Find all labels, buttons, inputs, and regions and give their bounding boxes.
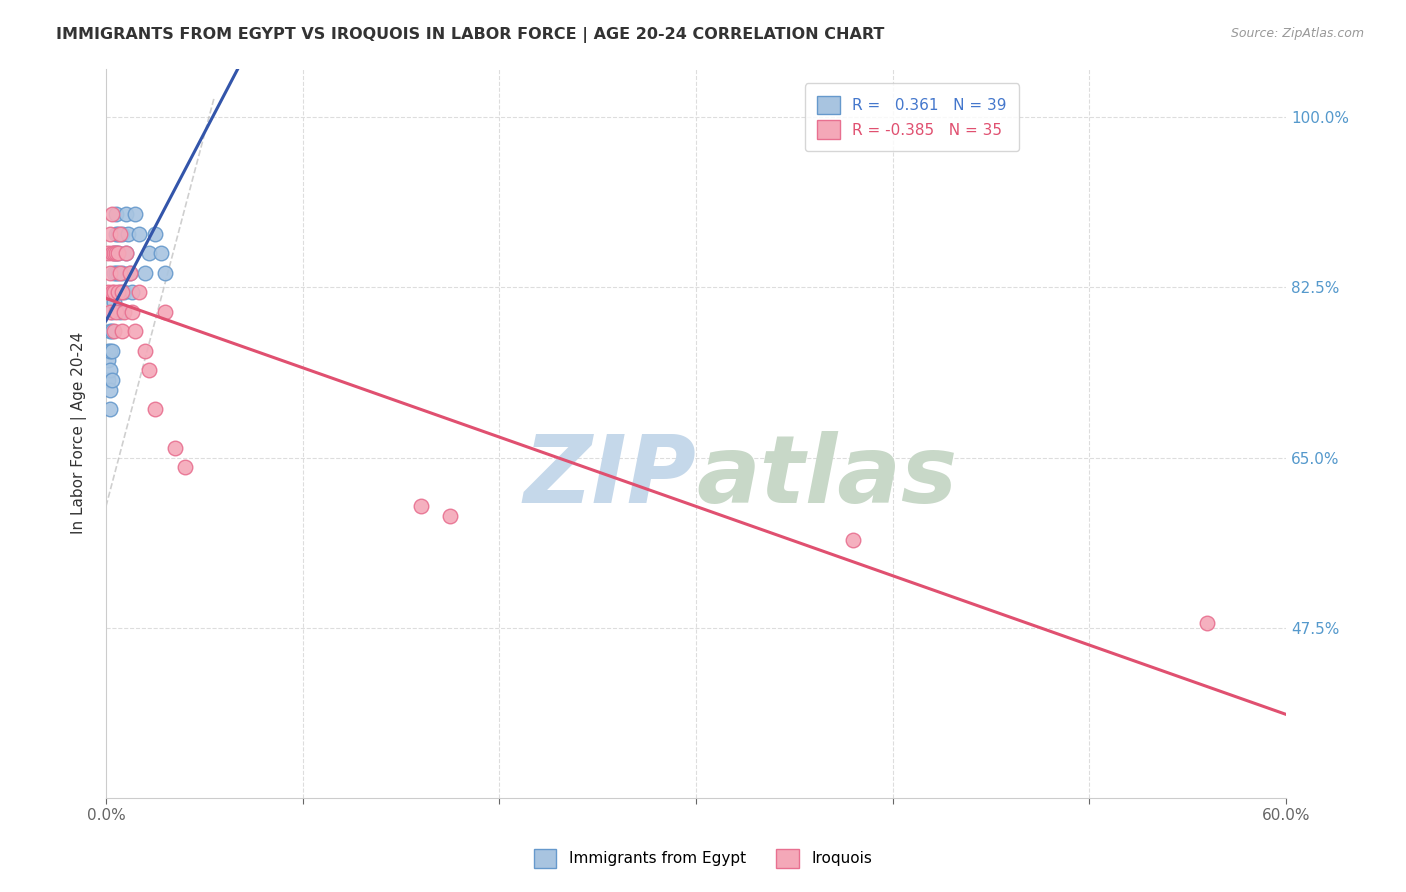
Point	[104, 227, 127, 241]
Point	[101, 207, 124, 221]
Legend: R =   0.361   N = 39, R = -0.385   N = 35: R = 0.361 N = 39, R = -0.385 N = 35	[804, 84, 1019, 152]
Point	[114, 246, 136, 260]
Point	[134, 266, 156, 280]
Point	[98, 304, 121, 318]
Point	[98, 343, 121, 358]
Point	[103, 295, 125, 310]
Point	[111, 227, 134, 241]
Point	[114, 207, 136, 221]
Point	[138, 246, 160, 260]
Point	[138, 363, 160, 377]
Text: IMMIGRANTS FROM EGYPT VS IROQUOIS IN LABOR FORCE | AGE 20-24 CORRELATION CHART: IMMIGRANTS FROM EGYPT VS IROQUOIS IN LAB…	[56, 27, 884, 43]
Point	[98, 401, 121, 416]
Point	[108, 266, 131, 280]
Point	[128, 227, 150, 241]
Point	[118, 266, 141, 280]
Text: atlas: atlas	[696, 431, 957, 523]
Point	[439, 508, 461, 523]
Point	[150, 246, 173, 260]
Point	[101, 343, 124, 358]
Point	[98, 363, 121, 377]
Text: Source: ZipAtlas.com: Source: ZipAtlas.com	[1230, 27, 1364, 40]
Point	[121, 304, 143, 318]
Point	[173, 460, 195, 475]
Point	[107, 246, 129, 260]
Point	[103, 285, 125, 300]
Point	[97, 353, 120, 368]
Y-axis label: In Labor Force | Age 20-24: In Labor Force | Age 20-24	[72, 332, 87, 534]
Point	[101, 285, 124, 300]
Point	[104, 266, 127, 280]
Point	[118, 266, 141, 280]
Point	[104, 304, 127, 318]
Point	[97, 246, 120, 260]
Point	[153, 304, 176, 318]
Point	[112, 304, 135, 318]
Point	[121, 285, 143, 300]
Point	[124, 207, 146, 221]
Point	[103, 246, 125, 260]
Point	[143, 401, 166, 416]
Point	[98, 266, 121, 280]
Point	[111, 266, 134, 280]
Point	[1197, 615, 1219, 630]
Legend: Immigrants from Egypt, Iroquois: Immigrants from Egypt, Iroquois	[522, 837, 884, 880]
Point	[114, 246, 136, 260]
Point	[104, 246, 127, 260]
Point	[98, 227, 121, 241]
Point	[98, 324, 121, 338]
Point	[117, 227, 139, 241]
Text: ZIP: ZIP	[523, 431, 696, 523]
Point	[101, 246, 124, 260]
Point	[103, 324, 125, 338]
Point	[124, 324, 146, 338]
Point	[409, 500, 432, 514]
Point	[98, 383, 121, 397]
Point	[111, 285, 134, 300]
Point	[153, 266, 176, 280]
Point	[103, 246, 125, 260]
Point	[104, 207, 127, 221]
Point	[163, 441, 186, 455]
Point	[112, 285, 135, 300]
Point	[107, 285, 129, 300]
Point	[101, 324, 124, 338]
Point	[842, 533, 865, 548]
Point	[104, 246, 127, 260]
Point	[111, 324, 134, 338]
Point	[108, 304, 131, 318]
Point	[108, 227, 131, 241]
Point	[97, 373, 120, 387]
Point	[107, 266, 129, 280]
Point	[107, 246, 129, 260]
Point	[103, 266, 125, 280]
Point	[101, 304, 124, 318]
Point	[107, 227, 129, 241]
Point	[101, 373, 124, 387]
Point	[97, 285, 120, 300]
Point	[128, 285, 150, 300]
Point	[97, 343, 120, 358]
Point	[134, 343, 156, 358]
Point	[143, 227, 166, 241]
Point	[108, 285, 131, 300]
